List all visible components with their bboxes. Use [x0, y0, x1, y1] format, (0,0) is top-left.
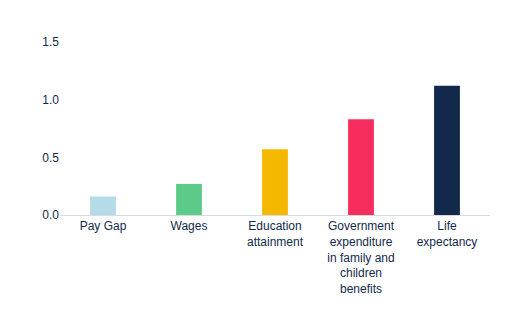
svg-text:Pay Gap: Pay Gap: [80, 219, 127, 233]
svg-text:1.0: 1.0: [42, 93, 59, 107]
svg-text:0.0: 0.0: [42, 208, 59, 222]
svg-text:1.5: 1.5: [42, 35, 59, 49]
svg-text:Educationattainment: Educationattainment: [247, 219, 304, 249]
svg-text:Lifeexpectancy: Lifeexpectancy: [417, 219, 478, 249]
svg-text:Governmentexpenditurein family: Governmentexpenditurein family andchildr…: [327, 219, 394, 295]
svg-text:0.5: 0.5: [42, 151, 59, 165]
svg-text:Wages: Wages: [171, 219, 208, 233]
